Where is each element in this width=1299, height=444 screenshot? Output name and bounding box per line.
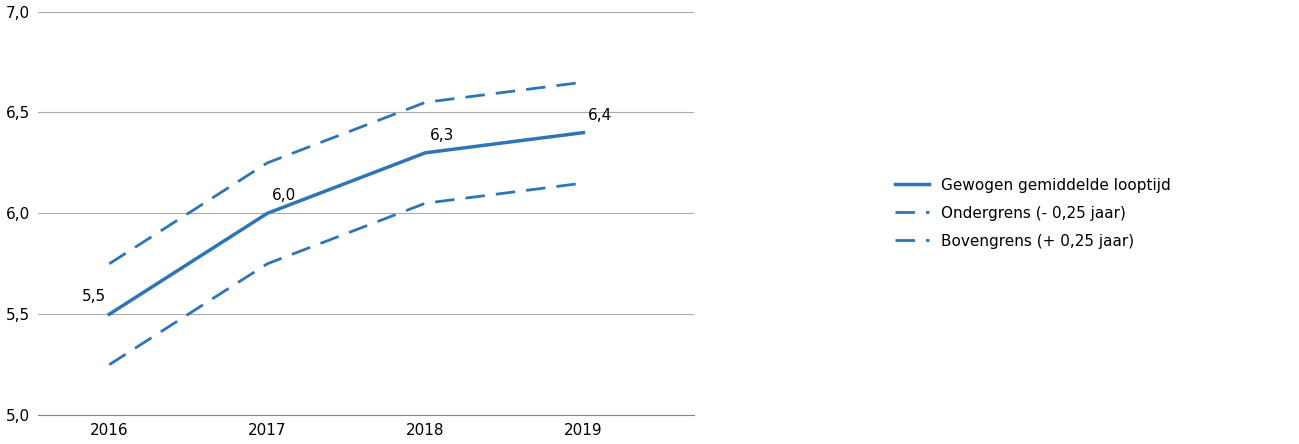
- Text: 6,4: 6,4: [588, 107, 612, 123]
- Text: 6,0: 6,0: [271, 188, 296, 203]
- Legend: Gewogen gemiddelde looptijd, Ondergrens (- 0,25 jaar), Bovengrens (+ 0,25 jaar): Gewogen gemiddelde looptijd, Ondergrens …: [889, 171, 1177, 255]
- Text: 5,5: 5,5: [82, 289, 107, 304]
- Text: 6,3: 6,3: [430, 128, 455, 143]
